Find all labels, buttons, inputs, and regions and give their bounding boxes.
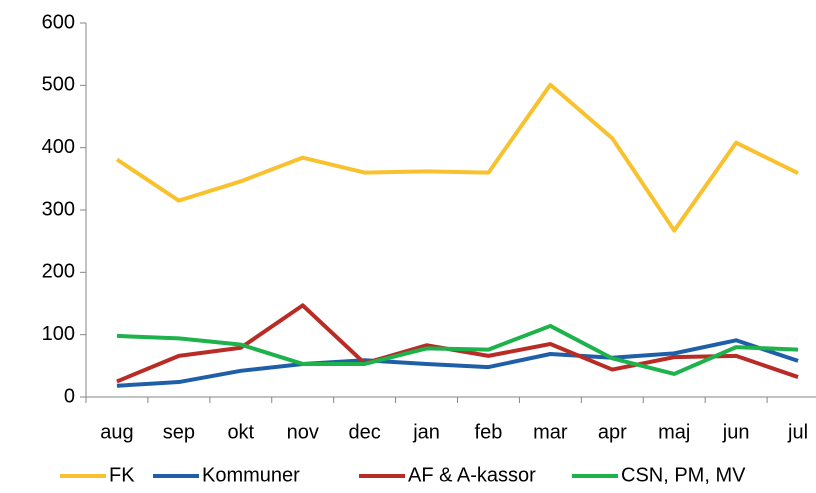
y-tick-label: 400 [42,136,75,158]
legend-label: Kommuner [202,464,300,486]
y-tick-label: 0 [64,385,75,407]
x-tick-label: nov [287,421,319,443]
x-tick-label: apr [598,421,627,443]
x-tick-label: sep [163,421,195,443]
series-line [116,323,799,376]
x-tick-label: jan [412,421,440,443]
x-tick-label: maj [658,421,690,443]
x-tick-label: okt [227,421,254,443]
x-tick-label: feb [475,421,503,443]
legend-label: AF & A-kassor [408,464,536,486]
y-tick-label: 600 [42,11,75,33]
x-tick-label: mar [533,421,568,443]
x-tick-label: dec [349,421,381,443]
y-tick-label: 200 [42,261,75,283]
x-tick-label: jun [722,421,750,443]
x-tick-label: jul [787,421,808,443]
series-line [116,338,799,388]
y-tick-label: 500 [42,74,75,96]
y-tick-label: 100 [42,323,75,345]
legend-label: CSN, PM, MV [621,464,746,486]
legend-label: FK [109,464,135,486]
y-tick-label: 300 [42,198,75,220]
x-tick-label: aug [100,421,133,443]
series-line [115,82,799,233]
